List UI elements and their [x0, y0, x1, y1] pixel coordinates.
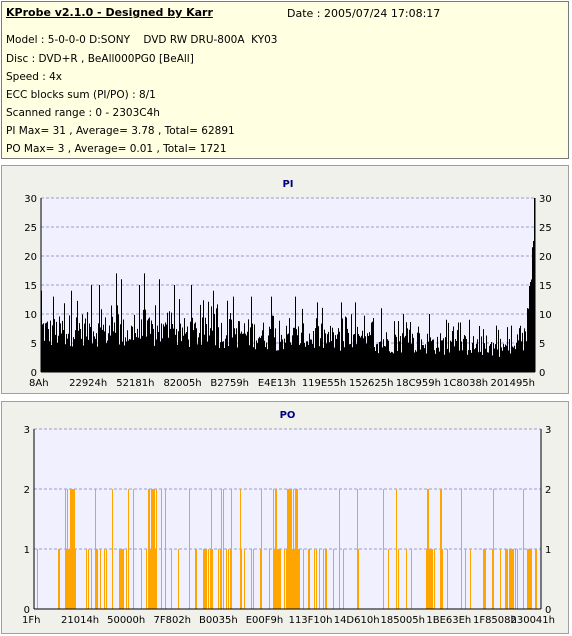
chart-title-po: PO	[280, 410, 296, 421]
po-summary-line: PO Max= 3 , Average= 0.01 , Total= 1721	[6, 143, 227, 155]
x-tick-label: 50000h	[107, 615, 145, 626]
y-tick-label-left: 1	[24, 545, 30, 556]
y-tick-label-left: 25	[24, 223, 37, 234]
pi-chart: PI 0 0 5 5 10 10 15 15 20 20 25 25 30 30 8Ah 22924h 52181…	[24, 179, 552, 389]
x-tick-label: 152625h	[349, 378, 394, 389]
y-tick-label-left: 2	[24, 485, 30, 496]
x-tick-label: 1C8038h	[443, 378, 488, 389]
x-tick-label: 1Fh	[22, 615, 40, 626]
po-chart: PO 0 0 1 1 2 2 3 3 1Fh 21014h 50000h 7F802h B0035h E00…	[22, 410, 555, 626]
x-tick-label: B0035h	[199, 615, 238, 626]
y-tick-label-left: 15	[24, 281, 37, 292]
y-tick-label-right: 10	[539, 310, 552, 321]
y-tick-label-left: 0	[31, 368, 37, 379]
disc-line: Disc : DVD+R , BeAll000PG0 [BeAll]	[6, 53, 194, 65]
y-tick-label-left: 20	[24, 252, 37, 263]
x-tick-label: 230041h	[510, 615, 555, 626]
x-tick-label: E4E13h	[258, 378, 296, 389]
x-tick-label: 22924h	[69, 378, 107, 389]
x-tick-label: 52181h	[116, 378, 154, 389]
model-line: Model : 5-0-0-0 D:SONY DVD RW DRU-800A K…	[6, 34, 278, 46]
x-tick-label: 14D610h	[334, 615, 380, 626]
scan-date: Date : 2005/07/24 17:08:17	[287, 7, 441, 20]
range-line: Scanned range : 0 - 2303C4h	[6, 107, 160, 119]
y-tick-label-right: 2	[545, 485, 551, 496]
app-title: KProbe v2.1.0 - Designed by Karr	[6, 6, 213, 19]
po-chart-panel: PO 0 0 1 1 2 2 3 3 1Fh 21014h 50000h 7F802h B0035h E00…	[1, 401, 569, 634]
y-tick-label-right: 5	[539, 339, 545, 350]
x-tick-label: 201495h	[491, 378, 536, 389]
po-bars	[37, 489, 537, 609]
x-tick-label: 21014h	[61, 615, 99, 626]
y-tick-label-right: 20	[539, 252, 552, 263]
y-tick-label-right: 3	[545, 425, 551, 436]
pi-bars	[41, 198, 535, 372]
x-tick-label: 7F802h	[153, 615, 191, 626]
x-tick-label: B2759h	[210, 378, 249, 389]
speed-line: Speed : 4x	[6, 71, 63, 83]
info-panel: KProbe v2.1.0 - Designed by Karr Date : …	[1, 1, 569, 159]
chart-title-pi: PI	[282, 179, 293, 190]
y-tick-label-right: 15	[539, 281, 552, 292]
pi-chart-panel: PI 0 0 5 5 10 10 15 15 20 20 25 25 30 30 8Ah 22924h 52181…	[1, 165, 569, 394]
y-tick-label-right: 0	[545, 605, 551, 616]
y-tick-label-left: 5	[31, 339, 37, 350]
x-tick-label: 185005h	[380, 615, 425, 626]
x-tick-label: 82005h	[163, 378, 201, 389]
x-tick-label: 1BE63Eh	[426, 615, 471, 626]
y-tick-label-left: 3	[24, 425, 30, 436]
y-tick-label-left: 30	[24, 194, 37, 205]
pi-summary-line: PI Max= 31 , Average= 3.78 , Total= 6289…	[6, 125, 235, 137]
x-tick-label: 8Ah	[29, 378, 49, 389]
y-tick-label-right: 1	[545, 545, 551, 556]
x-tick-label: 113F10h	[289, 615, 333, 626]
y-tick-label-right: 25	[539, 223, 552, 234]
ecc-line: ECC blocks sum (PI/PO) : 8/1	[6, 89, 156, 101]
y-tick-label-right: 0	[539, 368, 545, 379]
y-tick-label-left: 10	[24, 310, 37, 321]
x-tick-label: 119E55h	[302, 378, 346, 389]
y-tick-label-left: 0	[24, 605, 30, 616]
x-tick-label: 1F8508h	[473, 615, 517, 626]
x-tick-label: 18C959h	[396, 378, 441, 389]
y-tick-label-right: 30	[539, 194, 552, 205]
x-tick-label: E00F9h	[246, 615, 284, 626]
